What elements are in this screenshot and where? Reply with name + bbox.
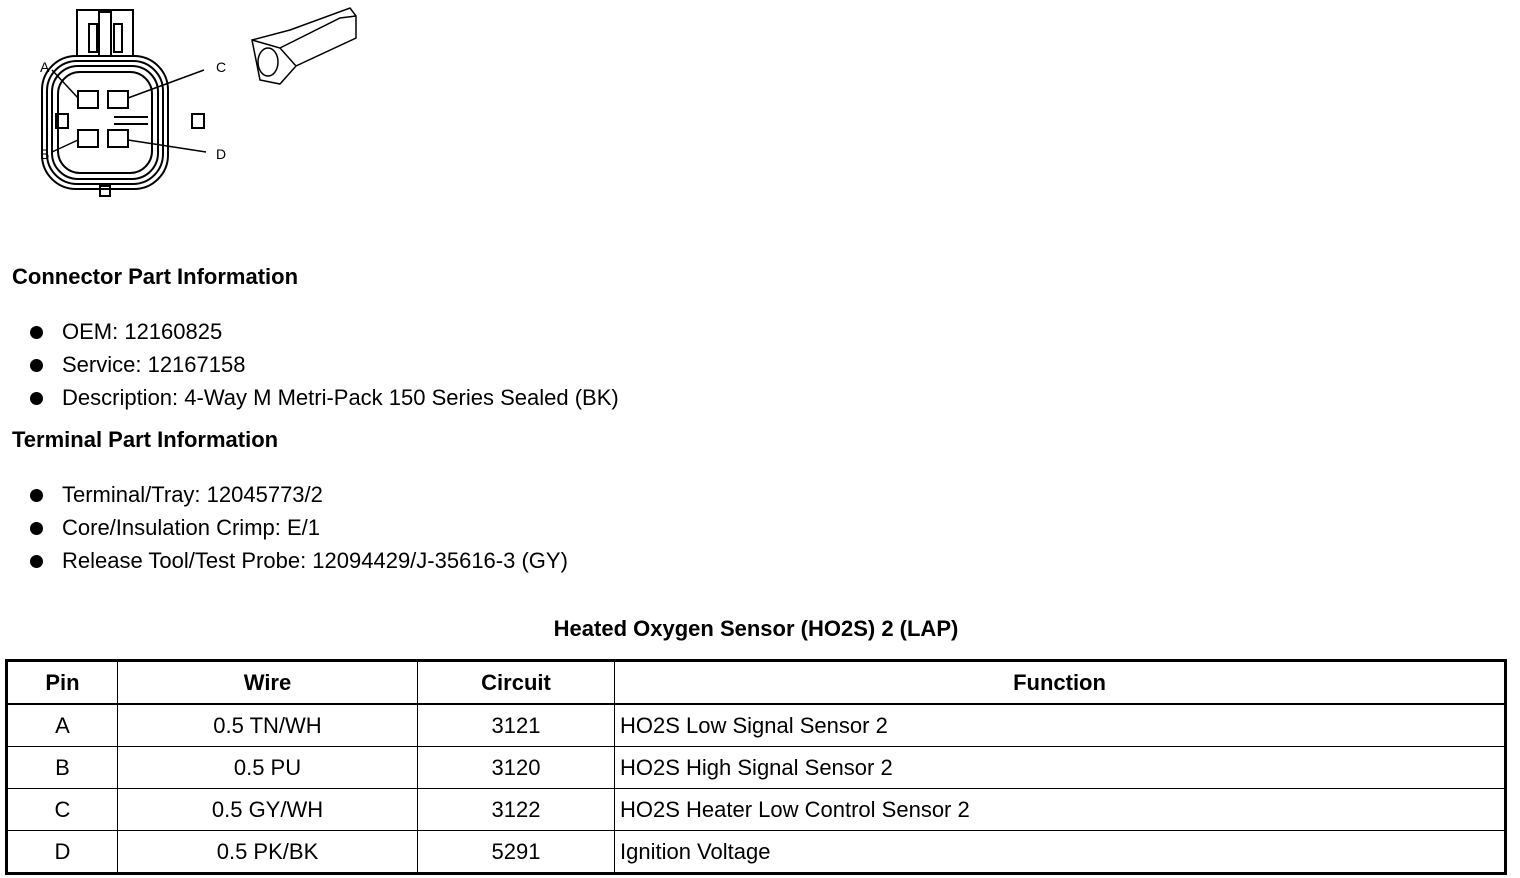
table-header-row: Pin Wire Circuit Function — [6, 660, 1506, 705]
cell-function: HO2S High Signal Sensor 2 — [614, 746, 1506, 789]
cell-wire: 0.5 TN/WH — [117, 703, 418, 747]
cell-wire: 0.5 PU — [117, 746, 418, 789]
cell-pin: B — [6, 746, 118, 789]
list-item: Core/Insulation Crimp: E/1 — [0, 511, 568, 544]
cell-function: HO2S Heater Low Control Sensor 2 — [614, 788, 1506, 831]
pinout-table: Pin Wire Circuit Function A 0.5 TN/WH 31… — [5, 659, 1507, 875]
header-pin: Pin — [6, 660, 118, 705]
terminal-part-list: Terminal/Tray: 12045773/2 Core/Insulatio… — [0, 478, 568, 577]
cell-wire: 0.5 PK/BK — [117, 830, 418, 874]
connector-latch — [76, 9, 134, 57]
cell-function: Ignition Voltage — [614, 830, 1506, 874]
table-row: D 0.5 PK/BK 5291 Ignition Voltage — [6, 830, 1506, 874]
pin-label-d: D — [216, 146, 226, 162]
connector-body-outer — [41, 55, 169, 190]
cell-wire: 0.5 GY/WH — [117, 788, 418, 831]
cell-circuit: 3122 — [417, 788, 615, 831]
pin-c-cavity — [107, 90, 129, 109]
connector-part-heading: Connector Part Information — [12, 264, 299, 289]
cell-function: HO2S Low Signal Sensor 2 — [614, 703, 1506, 747]
connector-diagram: A B C D — [40, 7, 357, 197]
table-title: Heated Oxygen Sensor (HO2S) 2 (LAP) — [553, 616, 959, 641]
cell-pin: A — [6, 703, 118, 747]
terminal-part-heading: Terminal Part Information — [12, 427, 279, 452]
pin-label-b: B — [40, 146, 49, 162]
table-row: A 0.5 TN/WH 3121 HO2S Low Signal Sensor … — [6, 703, 1506, 747]
header-function: Function — [614, 660, 1506, 705]
cell-circuit: 3120 — [417, 746, 615, 789]
cell-circuit: 3121 — [417, 703, 615, 747]
pin-b-cavity — [77, 129, 99, 148]
pin-a-cavity — [77, 90, 99, 109]
list-item: Release Tool/Test Probe: 12094429/J-3561… — [0, 544, 568, 577]
cell-circuit: 5291 — [417, 830, 615, 874]
list-item: Description: 4-Way M Metri-Pack 150 Seri… — [0, 381, 619, 414]
header-wire: Wire — [117, 660, 418, 705]
connector-3d-view — [251, 7, 357, 85]
list-item: Service: 12167158 — [0, 348, 619, 381]
pin-label-a: A — [40, 59, 50, 75]
cell-pin: D — [6, 830, 118, 874]
table-row: C 0.5 GY/WH 3122 HO2S Heater Low Control… — [6, 788, 1506, 831]
list-item: OEM: 12160825 — [0, 315, 619, 348]
cell-pin: C — [6, 788, 118, 831]
pin-label-c: C — [216, 59, 226, 75]
header-circuit: Circuit — [417, 660, 615, 705]
table-row: B 0.5 PU 3120 HO2S High Signal Sensor 2 — [6, 746, 1506, 789]
list-item: Terminal/Tray: 12045773/2 — [0, 478, 568, 511]
connector-part-list: OEM: 12160825 Service: 12167158 Descript… — [0, 315, 619, 414]
pin-d-cavity — [107, 129, 129, 148]
